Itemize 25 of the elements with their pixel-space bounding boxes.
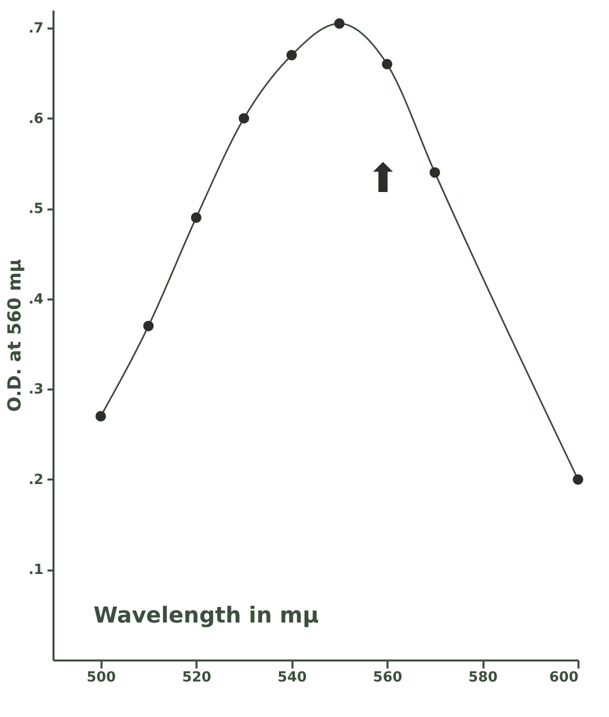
x-tick-label: 600 <box>549 670 579 686</box>
x-tick-label: 520 <box>182 670 212 686</box>
y-tick-label: .3 <box>28 382 44 398</box>
point <box>95 411 106 422</box>
y-tick-label: .7 <box>28 20 44 37</box>
x-tick-label: 580 <box>468 670 498 686</box>
y-tick-label: .2 <box>28 472 44 488</box>
x-axis-title: Wavelength in mμ <box>94 604 319 628</box>
point <box>572 474 584 485</box>
point <box>286 50 297 60</box>
point <box>430 167 440 178</box>
y-tick-label: .6 <box>28 110 44 127</box>
point <box>190 212 202 223</box>
point <box>238 113 250 124</box>
point <box>334 18 345 29</box>
y-tick-label: .4 <box>28 291 44 308</box>
x-tick-label: 560 <box>372 670 402 686</box>
y-tick-label: .1 <box>28 562 44 578</box>
y-axis-title: O.D. at 560 mμ <box>4 259 26 412</box>
point <box>143 320 154 332</box>
annotation: ⬆ <box>366 156 400 202</box>
x-tick-label: 500 <box>86 670 116 686</box>
x-tick-label: 540 <box>278 670 307 686</box>
point <box>382 58 392 70</box>
y-tick-label: .5 <box>28 201 44 218</box>
